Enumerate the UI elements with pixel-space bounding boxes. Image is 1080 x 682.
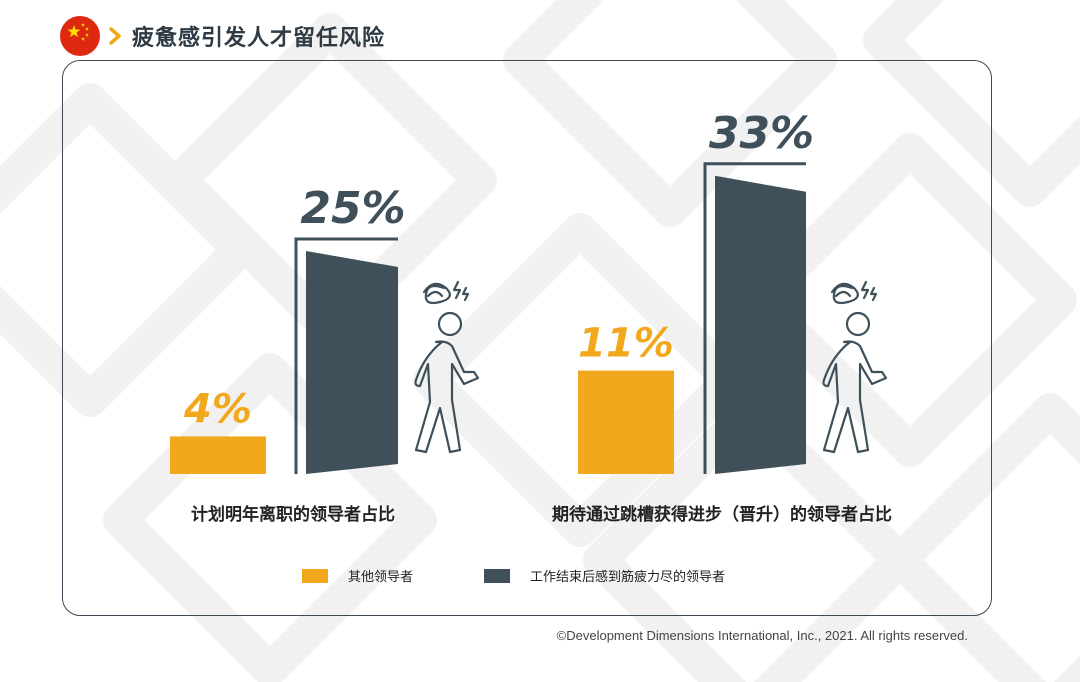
bar-other-0	[170, 436, 266, 474]
chart-panel	[62, 60, 992, 616]
bar-other-1	[578, 370, 674, 474]
legend-item-exhausted: 工作结束后感到筋疲力尽的领导者	[484, 566, 725, 585]
bar-exhausted-1	[715, 175, 806, 475]
dizzy-walking-person-icon	[822, 280, 888, 454]
china-flag-icon	[60, 16, 100, 56]
legend-label-exhausted: 工作结束后感到筋疲力尽的领导者	[530, 570, 726, 585]
page-title: 疲惫感引发人才留任风险	[132, 26, 386, 51]
data-label-exhausted-1: 33%	[709, 108, 814, 159]
bar-exhausted-0	[306, 251, 398, 474]
data-label-other-1: 11%	[578, 321, 674, 367]
door-frame-1	[703, 162, 806, 474]
chevron-right-icon	[109, 27, 121, 45]
door-frame-0	[294, 237, 398, 474]
category-label-leave: 计划明年离职的领导者占比	[191, 505, 395, 525]
legend-swatch-exhausted	[484, 568, 510, 583]
dizzy-walking-person-icon	[414, 280, 480, 454]
copyright-footer: ©Development Dimensions International, I…	[556, 628, 968, 643]
data-label-exhausted-0: 25%	[300, 183, 405, 234]
legend-swatch-other	[302, 568, 328, 583]
legend-label-other: 其他领导者	[348, 570, 414, 585]
header: 疲惫感引发人才留任风险	[60, 14, 385, 58]
data-label-other-0: 4%	[183, 386, 252, 432]
category-label-jobhop: 期待通过跳槽获得进步（晋升）的领导者占比	[552, 505, 892, 525]
legend-item-other: 其他领导者	[302, 566, 413, 585]
